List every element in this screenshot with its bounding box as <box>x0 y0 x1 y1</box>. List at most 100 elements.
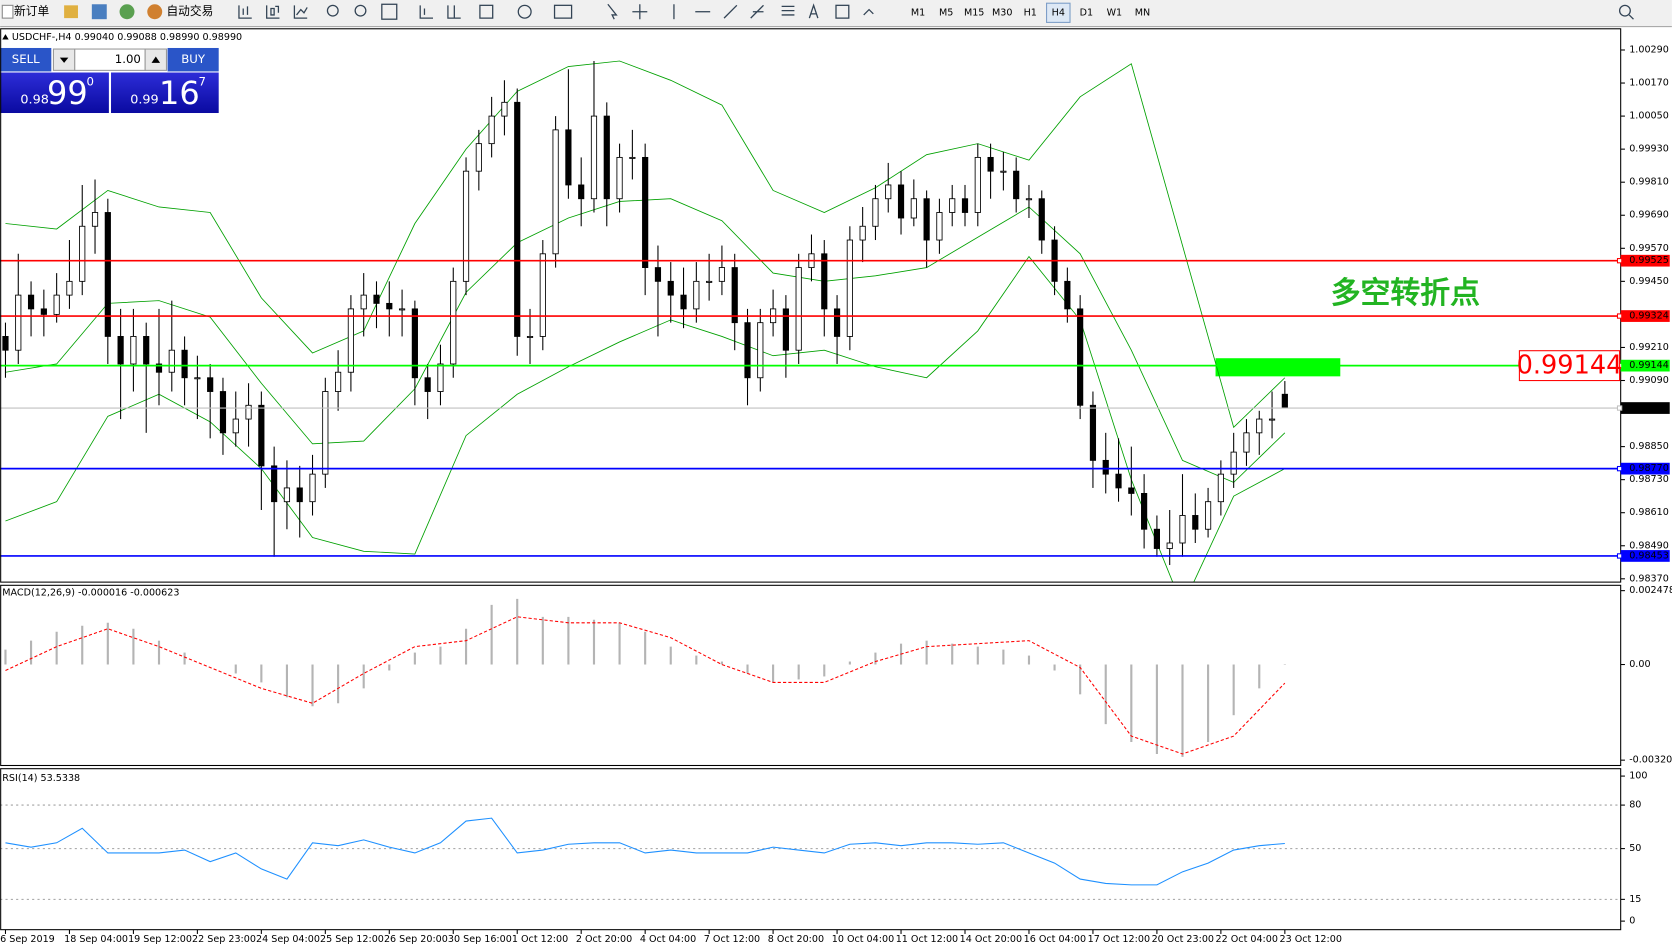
autoscroll-icon[interactable] <box>419 5 433 19</box>
x-tick-label: 30 Sep 16:00 <box>448 934 512 945</box>
auto-trade-icon[interactable] <box>147 4 163 20</box>
y-tick-label: 0.99570 <box>1629 243 1669 254</box>
sell-button[interactable] <box>0 47 52 72</box>
chart-header: USDCHF-,H4 0.99040 0.99088 0.98990 0.989… <box>12 32 242 43</box>
timeframe[interactable]: H4 <box>1052 7 1065 18</box>
candle-body <box>565 129 572 186</box>
level-tag <box>1620 310 1670 322</box>
timeframe[interactable]: W1 <box>1107 7 1123 18</box>
timeframe[interactable]: M30 <box>992 7 1012 18</box>
new-order-icon[interactable] <box>1 4 14 19</box>
x-tick-label: 14 Oct 20:00 <box>960 934 1022 945</box>
timeframe[interactable]: D1 <box>1080 7 1093 18</box>
collapse-arrow <box>2 34 9 40</box>
y-tick-label: 0.99090 <box>1629 375 1669 386</box>
sell-price-box[interactable] <box>0 72 109 114</box>
candle-body <box>514 101 521 337</box>
candle-body <box>846 239 853 337</box>
candle-body <box>1064 280 1071 310</box>
candle-body <box>821 253 828 310</box>
candle-body <box>2 336 9 351</box>
arrow-icon[interactable] <box>863 8 874 16</box>
candle-body <box>590 115 598 200</box>
sell-price-sup[interactable]: 0 <box>87 75 94 89</box>
candle-body <box>949 198 956 213</box>
timeframe[interactable]: M5 <box>939 7 953 18</box>
y-tick-label: 1.00290 <box>1629 44 1669 55</box>
cursor-icon[interactable] <box>607 3 618 20</box>
level-tag-label: 0.99525 <box>1629 255 1669 266</box>
candle-body <box>642 156 649 269</box>
trade-panel: SELL 1.00 BUY 0.98 99 0 0.99 16 7 <box>0 47 219 114</box>
candle-body <box>706 280 713 283</box>
active-timeframe[interactable] <box>1046 2 1071 23</box>
candle-body <box>488 115 495 145</box>
candle-body <box>1013 170 1020 200</box>
buy-price-big[interactable]: 16 <box>159 74 200 112</box>
tool-icon[interactable] <box>64 5 78 19</box>
timeframe[interactable]: M1 <box>911 7 925 18</box>
trendline-icon[interactable] <box>723 4 738 19</box>
candle-body <box>335 371 342 392</box>
template-icon[interactable] <box>553 4 573 19</box>
buy-price-box[interactable] <box>111 72 219 114</box>
candle-body <box>91 212 99 227</box>
buy-price-sup[interactable]: 7 <box>198 75 205 89</box>
candle-body <box>1000 170 1007 173</box>
candle-body <box>1230 451 1237 475</box>
buy-button[interactable] <box>167 47 219 72</box>
candle-body <box>475 143 482 172</box>
crosshair-icon[interactable] <box>632 4 648 20</box>
shift-icon[interactable] <box>447 5 461 19</box>
channel-icon[interactable] <box>750 4 764 19</box>
candle-icon[interactable] <box>266 5 280 19</box>
text-icon[interactable] <box>808 3 819 19</box>
level-handle <box>1616 405 1623 411</box>
y-tick-label: 0.99810 <box>1629 177 1669 188</box>
candle-body <box>731 267 738 324</box>
candle-body <box>143 336 150 365</box>
y-tick-label: 0.99930 <box>1629 144 1669 155</box>
buy-price-small[interactable]: 0.99 <box>130 93 158 108</box>
fibo-icon[interactable] <box>781 5 795 16</box>
tool-icon[interactable] <box>119 4 135 20</box>
plot <box>0 60 1621 900</box>
auto-trade[interactable]: 自动交易 <box>166 4 213 18</box>
candle-body <box>578 184 585 200</box>
sell-price-small[interactable]: 0.98 <box>20 93 48 108</box>
timeframe[interactable]: H1 <box>1024 7 1037 18</box>
candle-body <box>1281 393 1288 409</box>
x-tick-label: 18 Sep 04:00 <box>64 934 128 945</box>
candle-body <box>526 336 534 338</box>
candle-body <box>885 184 892 200</box>
indicator-icon[interactable] <box>479 4 494 19</box>
zoom-out-icon[interactable] <box>354 4 367 17</box>
candle-body <box>219 391 227 434</box>
tool-icon[interactable] <box>91 4 107 20</box>
label-icon[interactable] <box>835 4 850 19</box>
new-order[interactable]: 新订单 <box>14 4 49 18</box>
candle-body <box>897 184 905 219</box>
sell-price-big[interactable]: 99 <box>47 74 88 112</box>
bar-chart-icon[interactable] <box>238 5 252 19</box>
search-icon[interactable] <box>1618 4 1631 17</box>
candle-body <box>833 308 841 337</box>
timeframe[interactable]: M15 <box>964 7 984 18</box>
buy-label[interactable]: BUY <box>181 52 206 66</box>
x-tick-label: 26 Sep 20:00 <box>384 934 448 945</box>
candle-body <box>859 225 866 241</box>
candle-body <box>296 487 303 503</box>
line-icon[interactable] <box>293 5 308 19</box>
candle-body <box>450 280 457 365</box>
sell-label[interactable]: SELL <box>12 52 40 66</box>
candle-body <box>411 308 418 379</box>
period-icon[interactable] <box>517 4 532 19</box>
tile-icon[interactable] <box>381 3 398 20</box>
zoom-in-icon[interactable] <box>326 4 339 17</box>
tool-icons <box>238 3 1634 20</box>
candle-body <box>283 487 291 503</box>
candle-body <box>757 322 764 379</box>
candle-body <box>718 267 726 282</box>
timeframe[interactable]: MN <box>1135 7 1150 18</box>
lot-value[interactable]: 1.00 <box>115 52 141 66</box>
